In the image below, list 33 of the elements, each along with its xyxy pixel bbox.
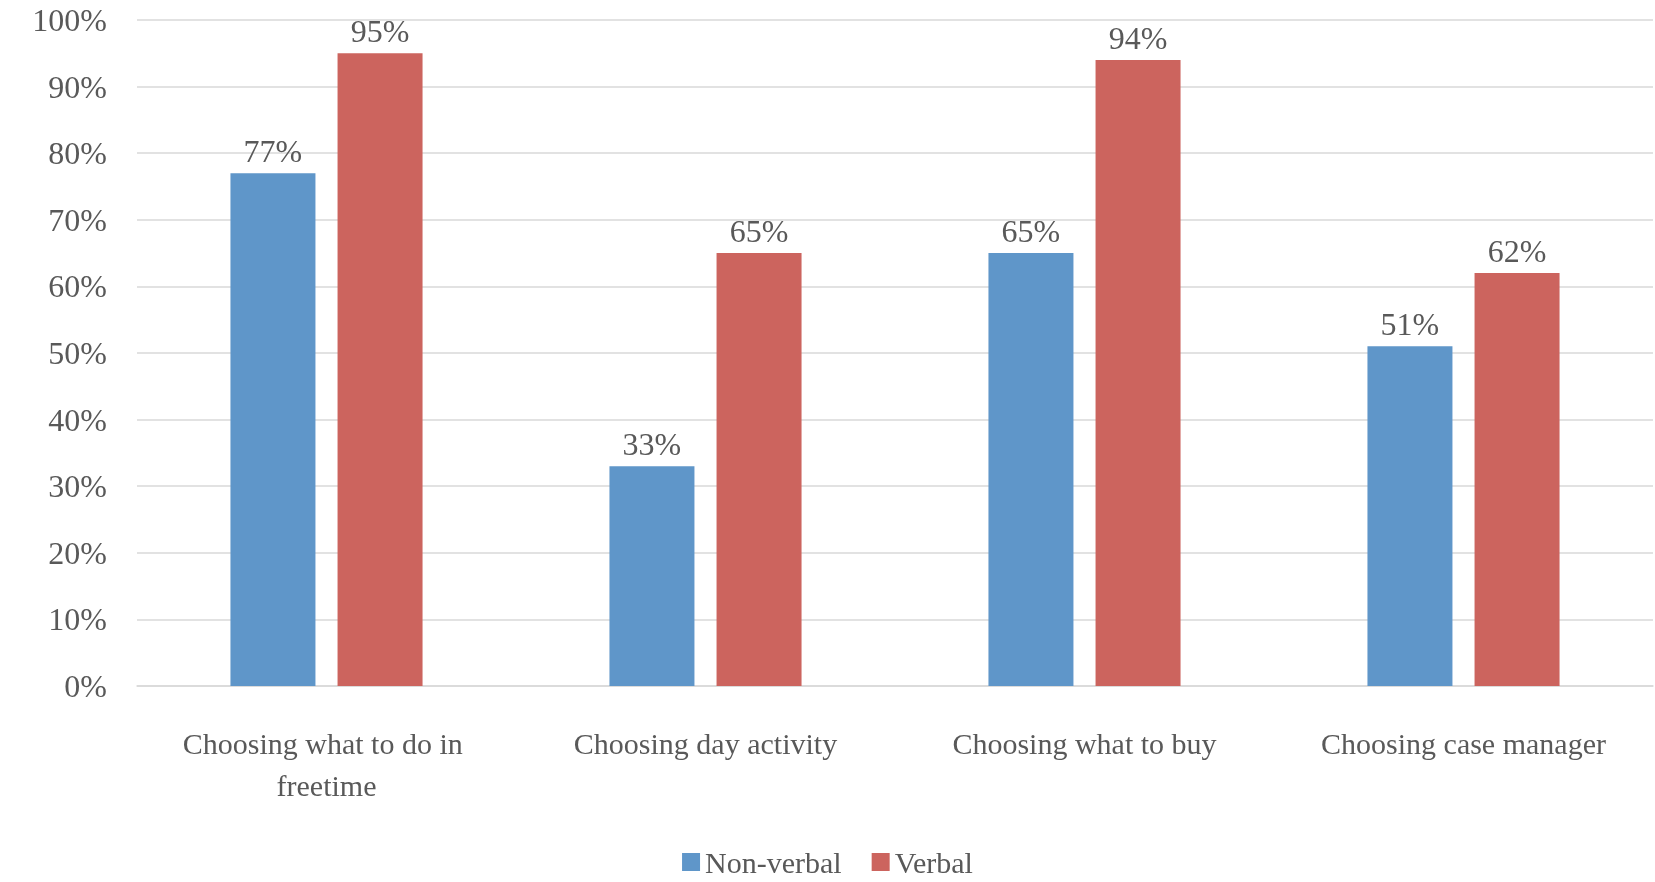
data-label: 94%	[1108, 19, 1168, 56]
y-tick-label: 20%	[48, 534, 107, 571]
data-label: 77%	[243, 133, 303, 170]
x-tick-label: Choosing case manager	[1321, 726, 1606, 760]
bar	[988, 253, 1074, 686]
bar	[609, 466, 695, 686]
data-label: 65%	[729, 213, 789, 250]
y-tick-label: 30%	[48, 468, 107, 505]
bar	[230, 173, 316, 686]
y-tick-label: 10%	[48, 601, 107, 638]
data-label: 33%	[622, 426, 682, 463]
y-tick-label: 0%	[64, 668, 107, 704]
data-label: 62%	[1487, 233, 1547, 270]
legend-label: Verbal	[894, 845, 973, 879]
y-tick-label: 90%	[48, 68, 107, 105]
data-label: 51%	[1380, 306, 1440, 343]
bar	[1095, 59, 1181, 686]
x-tick-label: Choosing what to do in freetime	[182, 726, 471, 802]
legend-label: Non-verbal	[705, 845, 842, 879]
bar	[1367, 346, 1453, 686]
y-tick-label: 70%	[48, 201, 107, 238]
bar	[716, 253, 802, 686]
y-tick-label: 50%	[48, 335, 107, 371]
data-label: 65%	[1001, 213, 1061, 250]
y-tick-label: 80%	[48, 135, 107, 172]
x-tick-label: Choosing day activity	[573, 726, 838, 760]
y-tick-label: 40%	[48, 401, 107, 438]
bar	[1474, 273, 1560, 686]
y-tick-label: 60%	[48, 268, 107, 305]
bar	[337, 53, 423, 686]
data-label: 95%	[350, 13, 410, 50]
x-tick-label: Choosing what to buy	[952, 726, 1217, 760]
y-tick-label: 100%	[32, 2, 107, 38]
